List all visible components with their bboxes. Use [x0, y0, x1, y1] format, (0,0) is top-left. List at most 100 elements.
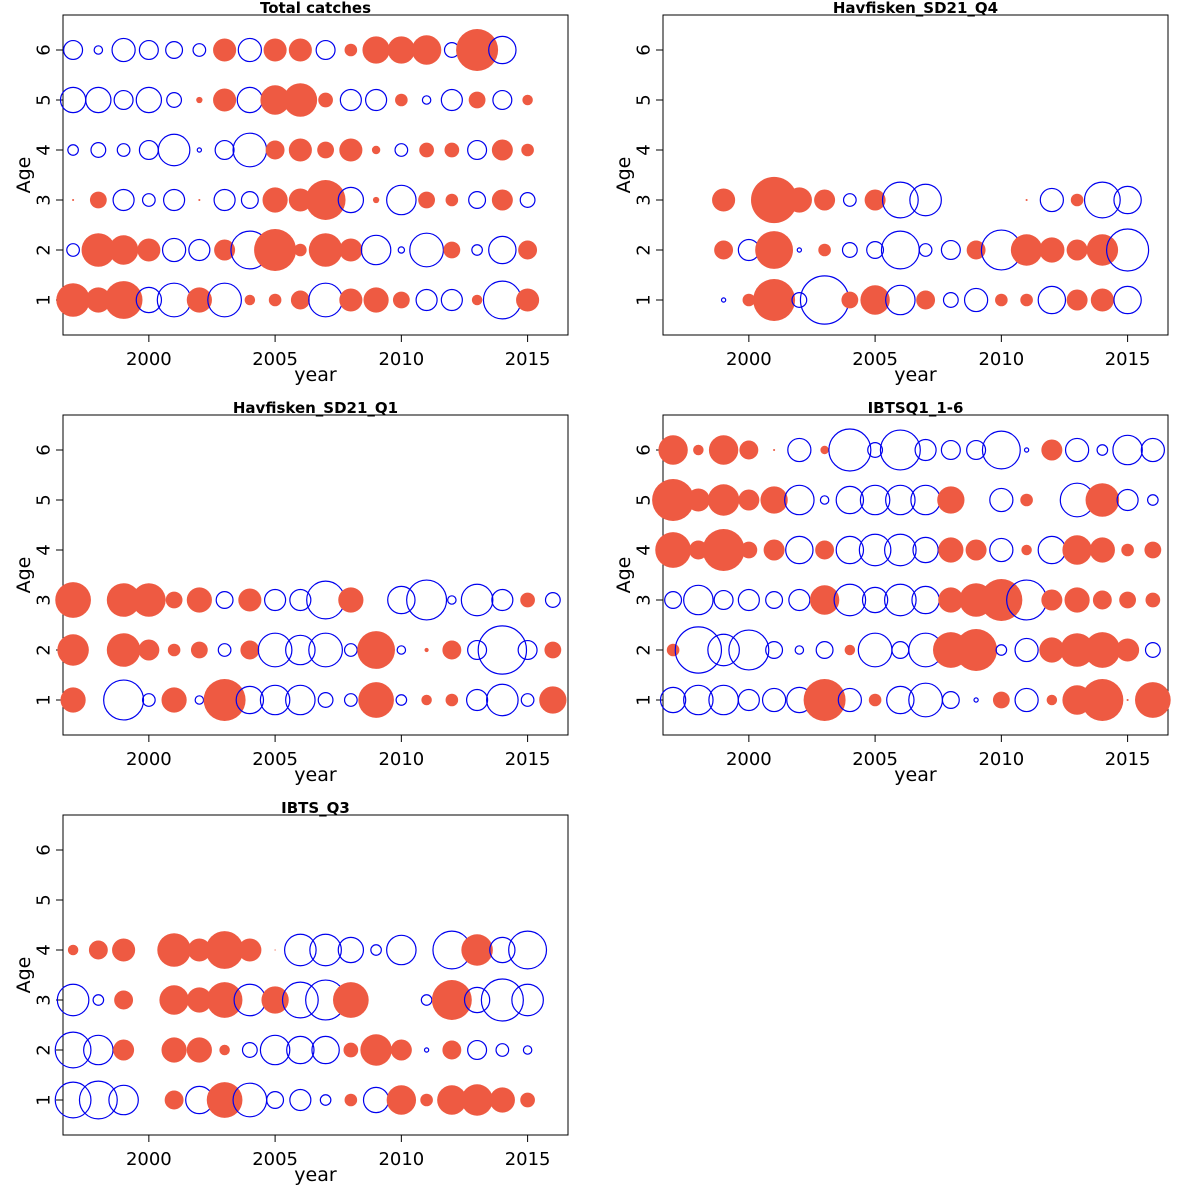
bubble-positive [666, 643, 680, 657]
bubble-negative [113, 89, 134, 111]
bubble-positive [1046, 694, 1058, 706]
bubble-negative [765, 590, 784, 609]
bubble-positive [868, 693, 882, 707]
bubble-positive [206, 1082, 243, 1118]
bubble-positive [1064, 587, 1090, 613]
bubble-positive [260, 85, 290, 115]
bubble-negative [308, 282, 344, 318]
bubble-negative [415, 288, 438, 312]
plot-frame [662, 14, 1169, 336]
x-tick-label: 2010 [378, 349, 424, 370]
bubble-positive [418, 191, 435, 209]
bubble-positive [1039, 637, 1065, 663]
bubble-positive [112, 938, 136, 962]
x-tick-label: 2000 [726, 749, 772, 770]
x-tick-label: 2010 [978, 349, 1024, 370]
bubble-positive [198, 198, 201, 202]
bubble-negative [421, 95, 432, 105]
bubble-negative [1083, 181, 1121, 219]
bubble-negative [784, 484, 815, 516]
bubble-negative [156, 282, 192, 318]
bubble-negative [828, 428, 872, 472]
y-tick-label: 2 [634, 644, 655, 655]
bubble-positive [344, 43, 358, 57]
bubble-negative [488, 235, 517, 265]
bubble-positive [411, 35, 442, 65]
bubble-positive [72, 198, 75, 202]
bubble-negative [728, 629, 770, 671]
bubble-positive [1144, 541, 1162, 559]
bubble-positive [113, 1039, 135, 1061]
panel-title: Havfisken_SD21_Q4 [833, 0, 998, 17]
x-tick-label: 2000 [126, 749, 172, 770]
bubble-positive [1039, 237, 1065, 263]
bubble-positive [1010, 234, 1043, 266]
bubble-positive [268, 293, 282, 307]
bubble-positive [1086, 234, 1119, 266]
bubble-negative [1144, 642, 1161, 658]
bubble-negative [1014, 687, 1039, 713]
bubble-positive [419, 142, 434, 158]
bubble-positive [395, 93, 408, 107]
y-tick-label: 1 [634, 694, 655, 705]
bubble-negative [196, 147, 203, 153]
bubble-negative [337, 936, 365, 964]
bubble-negative [883, 533, 917, 567]
y-tick-label: 3 [634, 594, 655, 605]
bubble-positive [261, 986, 289, 1014]
bubble-negative [1140, 437, 1165, 463]
bubble-negative [841, 242, 858, 258]
y-tick-label: 2 [34, 244, 55, 255]
bubble-negative [737, 688, 760, 712]
bubble-positive [114, 990, 134, 1010]
bubble-negative [940, 439, 961, 461]
x-axis-label: year [294, 1164, 337, 1186]
bubble-negative [66, 243, 80, 257]
bubble-positive [213, 38, 237, 62]
bubble-positive [431, 980, 472, 1020]
bubble-negative [440, 288, 463, 312]
x-tick-label: 2005 [252, 749, 298, 770]
bubble-positive [712, 188, 736, 212]
bubble-negative [664, 590, 683, 609]
bubble-negative [857, 632, 893, 668]
bubble-negative [394, 143, 409, 157]
bubble-positive [803, 679, 846, 721]
bubble-positive [740, 541, 758, 559]
bubble-negative [423, 1047, 430, 1053]
bubble-negative [284, 933, 317, 967]
bubble-negative [1037, 535, 1067, 565]
y-tick-label: 5 [634, 494, 655, 505]
bubble-negative [281, 981, 319, 1019]
bubble-positive [106, 583, 141, 617]
bubble-positive [1121, 543, 1134, 557]
y-tick-label: 6 [34, 44, 55, 55]
plot-frame [662, 414, 1169, 736]
bubble-positive [739, 440, 759, 460]
bubble-negative [397, 246, 406, 254]
bubble-positive [288, 38, 312, 62]
bubble-negative [240, 191, 259, 210]
panel-4: IBTSQ1_1-6 2000 2005 2010 2015 1 2 3 4 5 6 year Age [613, 399, 1171, 786]
bubble-positive [841, 291, 859, 309]
bubble-negative [765, 640, 784, 659]
bubble-positive [708, 435, 739, 465]
x-tick-label: 2010 [378, 749, 424, 770]
x-tick-label: 2000 [126, 349, 172, 370]
bubble-negative [912, 536, 939, 564]
bubble-positive [308, 233, 343, 267]
bubble-negative [879, 429, 921, 471]
bubble-positive [860, 285, 890, 315]
bubble-negative [522, 1045, 533, 1055]
bubble-negative [67, 144, 79, 156]
y-tick-label: 3 [34, 194, 55, 205]
panel-1: Total catches 2000 2005 2010 2015 1 2 3 4 5 6 year A… [13, 0, 569, 386]
bubble-negative [859, 484, 891, 516]
x-axis-label: year [294, 764, 337, 786]
bubble-negative [495, 1043, 510, 1057]
bubble-negative [480, 978, 524, 1022]
y-tick-label: 2 [34, 1044, 55, 1055]
bubble-positive [522, 94, 533, 106]
panel-3: Havfisken_SD21_Q1 2000 2005 2010 2015 1 2 3 4 5 6 y… [13, 399, 569, 786]
bubble-negative [396, 645, 407, 655]
